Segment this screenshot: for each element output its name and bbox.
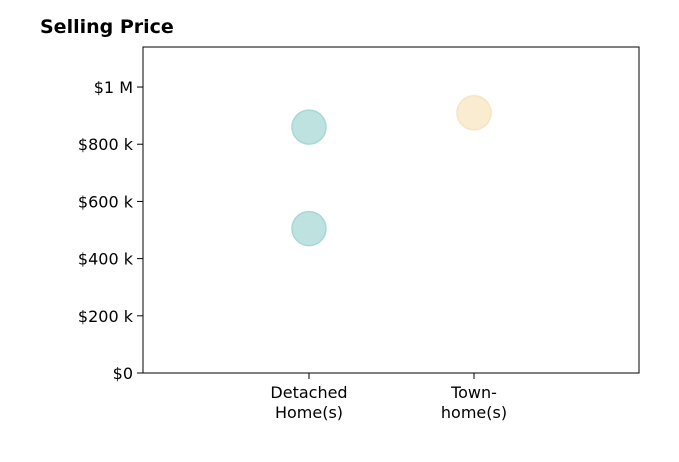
x-tick-label: Detached	[270, 383, 347, 402]
x-tick-label: Town-	[450, 383, 497, 402]
data-point	[291, 210, 327, 247]
x-tick-label: home(s)	[441, 403, 507, 422]
y-tick-label: $600 k	[78, 192, 134, 211]
plot-frame	[142, 46, 640, 374]
data-points	[291, 95, 492, 247]
y-tick-label: $1 M	[94, 78, 133, 97]
y-tick-label: $800 k	[78, 135, 134, 154]
chart-title: Selling Price	[40, 16, 174, 38]
data-point	[456, 95, 492, 131]
y-tick-label: $200 k	[78, 307, 134, 326]
x-tick-label: Home(s)	[275, 403, 343, 422]
y-tick-label: $400 k	[78, 250, 134, 269]
y-tick-label: $0	[113, 364, 133, 383]
y-axis: $0 $200 k $400 k $600 k $800 k $1 M	[78, 78, 143, 383]
data-point	[291, 109, 327, 145]
